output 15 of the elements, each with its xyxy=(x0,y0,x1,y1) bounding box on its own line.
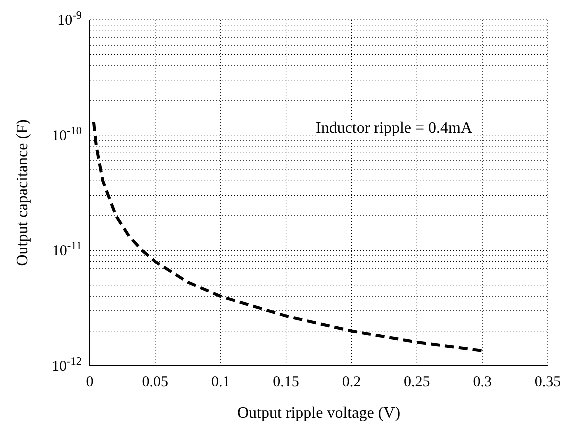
x-tick-label: 0.05 xyxy=(142,374,169,391)
x-axis-title: Output ripple voltage (V) xyxy=(237,405,401,422)
y-tick-label: 10$^{-9}$ xyxy=(58,10,82,29)
x-tick-label: 0.2 xyxy=(342,374,362,391)
x-tick-label: 0.3 xyxy=(473,374,492,391)
x-tick-label: 0.35 xyxy=(534,374,562,391)
x-tick-label: 0 xyxy=(86,374,94,391)
x-tick-label: 0.15 xyxy=(273,374,300,391)
x-tick-label: 0.1 xyxy=(211,374,230,391)
y-tick-label: 10$^{-10}$ xyxy=(52,125,82,144)
x-tick-label: 0.25 xyxy=(404,374,430,391)
y-tick-label: 10$^{-11}$ xyxy=(52,240,82,260)
annotation: Inductor ripple = 0.4mA xyxy=(316,120,473,138)
y-axis-title: Output capacitance (F) xyxy=(14,120,32,266)
y-tick-label: 10$^{-12}$ xyxy=(52,356,82,375)
